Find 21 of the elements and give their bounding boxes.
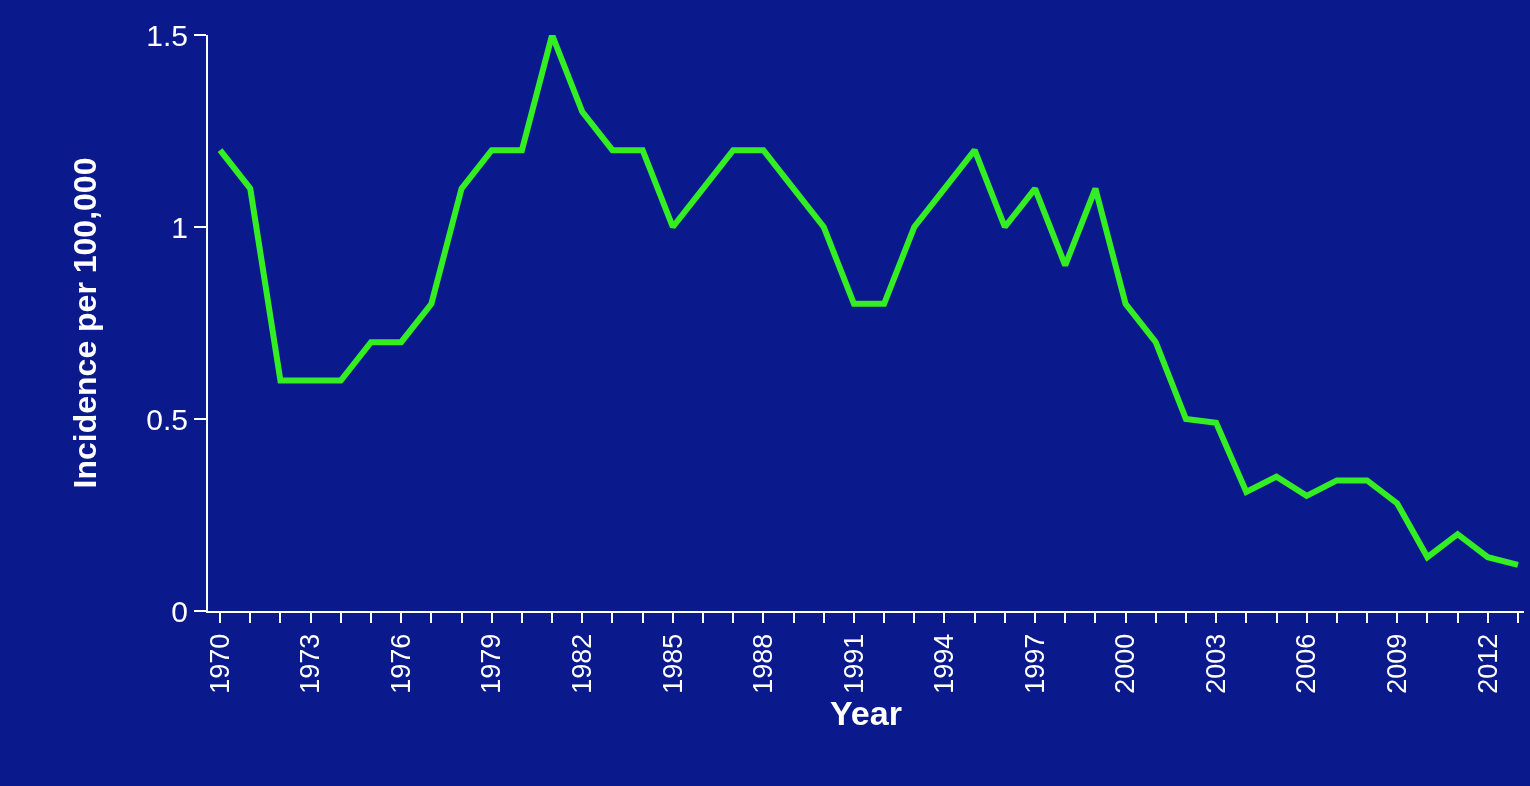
x-tick-label: 1994 <box>929 633 960 694</box>
y-tick-label: 1 <box>171 210 188 244</box>
x-tick-label: 1970 <box>204 633 235 694</box>
x-tick-label: 2000 <box>1110 633 1141 694</box>
y-axis-title: Incidence per 100,000 <box>67 157 104 489</box>
x-tick-label: 2012 <box>1472 633 1503 694</box>
x-tick-label: 1997 <box>1019 633 1050 694</box>
x-tick-label: 1985 <box>657 633 688 694</box>
x-tick-label: 1979 <box>476 633 507 694</box>
y-tick-label: 0.5 <box>146 402 188 436</box>
x-tick-label: 1973 <box>295 633 326 694</box>
x-tick-label: 2003 <box>1200 633 1231 694</box>
x-tick-label: 1976 <box>385 633 416 694</box>
x-axis-title: Year <box>830 693 902 732</box>
y-tick-label: 0 <box>171 594 188 628</box>
x-tick-label: 2006 <box>1291 633 1322 694</box>
x-tick-label: 1991 <box>838 633 869 694</box>
x-tick-label: 1982 <box>567 633 598 694</box>
y-tick-label: 1.5 <box>146 18 188 52</box>
x-tick-label: 1988 <box>748 633 779 694</box>
x-tick-label: 2009 <box>1382 633 1413 694</box>
